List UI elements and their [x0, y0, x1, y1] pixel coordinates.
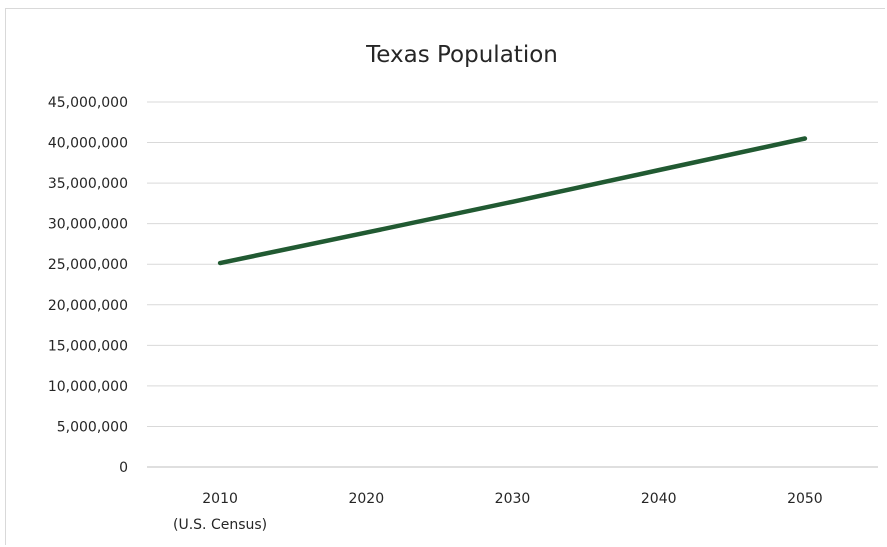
x-axis-tick-labels: 2010 (U.S. Census) 2020 2030 2040 2050 — [173, 491, 823, 533]
y-tick-label: 5,000,000 — [57, 419, 128, 435]
x-tick-label: 2040 — [641, 491, 677, 507]
y-axis-tick-labels: 0 5,000,000 10,000,000 15,000,000 20,000,000… — [48, 95, 128, 476]
y-tick-label: 0 — [119, 460, 128, 476]
series-layer — [217, 136, 808, 266]
x-tick-label: 2050 — [787, 491, 823, 507]
chart-frame — [5, 8, 885, 545]
x-tick-label: 2020 — [348, 491, 384, 507]
y-tick-label: 45,000,000 — [48, 95, 128, 111]
series-line — [217, 136, 808, 266]
gridlines — [147, 101, 878, 427]
x-tick-sublabel: (U.S. Census) — [173, 517, 267, 533]
y-tick-label: 20,000,000 — [48, 298, 128, 314]
y-tick-label: 25,000,000 — [48, 257, 128, 273]
x-tick-label: 2030 — [495, 491, 531, 507]
y-tick-label: 30,000,000 — [48, 217, 128, 233]
chart-title: Texas Population — [365, 42, 558, 68]
x-tick-label: 2010 — [202, 491, 238, 507]
y-tick-label: 15,000,000 — [48, 338, 128, 354]
y-tick-label: 35,000,000 — [48, 176, 128, 192]
y-tick-label: 10,000,000 — [48, 379, 128, 395]
y-tick-label: 40,000,000 — [48, 136, 128, 152]
